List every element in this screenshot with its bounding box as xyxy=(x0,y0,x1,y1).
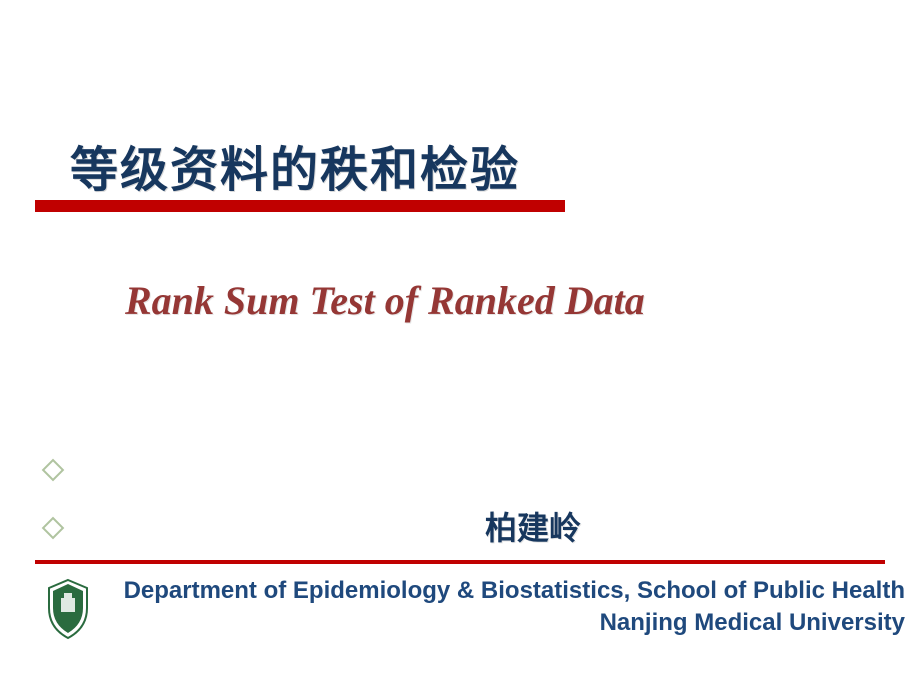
subtitle-english: Rank Sum Test of Ranked Data xyxy=(125,277,645,324)
bullet-icon xyxy=(42,517,65,540)
department-text: Department of Epidemiology & Biostatisti… xyxy=(115,575,905,640)
footer-divider xyxy=(35,560,885,564)
bullet-icon xyxy=(42,459,65,482)
university-logo-icon xyxy=(45,578,91,640)
slide: 等级资料的秩和检验 Rank Sum Test of Ranked Data 柏… xyxy=(0,0,920,690)
author-name: 柏建岭 xyxy=(485,503,581,549)
title-chinese: 等级资料的秩和检验 xyxy=(70,130,520,200)
title-divider xyxy=(35,200,565,212)
